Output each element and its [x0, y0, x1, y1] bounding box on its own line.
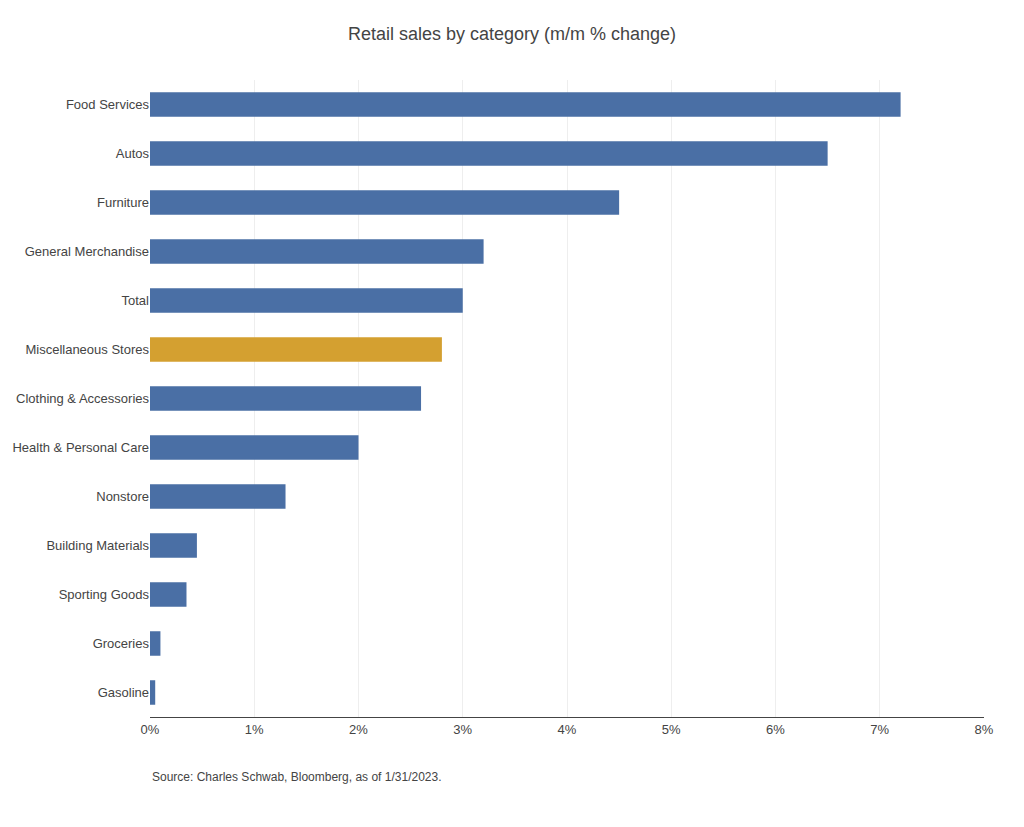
svg-text:Sporting Goods: Sporting Goods [59, 587, 150, 602]
svg-text:Clothing & Accessories: Clothing & Accessories [16, 391, 149, 406]
svg-text:Food Services: Food Services [66, 97, 150, 112]
svg-text:Groceries: Groceries [93, 636, 150, 651]
svg-text:Miscellaneous Stores: Miscellaneous Stores [25, 342, 149, 357]
svg-text:Autos: Autos [116, 146, 150, 161]
svg-text:Health & Personal Care: Health & Personal Care [12, 440, 149, 455]
svg-text:Building Materials: Building Materials [46, 538, 149, 553]
svg-text:3%: 3% [453, 722, 472, 737]
svg-text:1%: 1% [245, 722, 264, 737]
svg-text:Nonstore: Nonstore [96, 489, 149, 504]
svg-text:7%: 7% [870, 722, 889, 737]
svg-text:0%: 0% [141, 722, 160, 737]
svg-text:General Merchandise: General Merchandise [25, 244, 149, 259]
svg-text:5%: 5% [662, 722, 681, 737]
svg-text:2%: 2% [349, 722, 368, 737]
svg-text:6%: 6% [766, 722, 785, 737]
svg-text:Retail sales by category (m/m: Retail sales by category (m/m % change) [348, 24, 676, 44]
svg-text:8%: 8% [975, 722, 994, 737]
svg-text:Total: Total [122, 293, 150, 308]
svg-text:Gasoline: Gasoline [98, 685, 149, 700]
svg-text:4%: 4% [558, 722, 577, 737]
svg-text:Source: Charles Schwab, Bloomb: Source: Charles Schwab, Bloomberg, as of… [152, 770, 442, 784]
svg-text:Furniture: Furniture [97, 195, 149, 210]
